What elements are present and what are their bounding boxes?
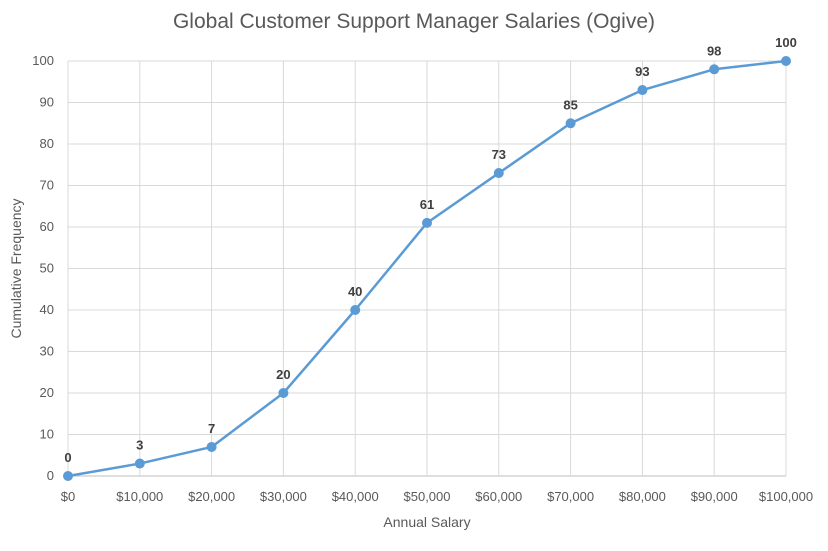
x-tick-label: $100,000 xyxy=(759,489,813,504)
y-axis-title: Cumulative Frequency xyxy=(8,198,24,338)
x-tick-label: $20,000 xyxy=(188,489,235,504)
y-tick-label: 10 xyxy=(40,427,54,442)
data-label: 7 xyxy=(208,421,215,436)
data-point xyxy=(709,64,720,75)
data-point xyxy=(206,441,217,452)
y-tick-label: 40 xyxy=(40,302,54,317)
data-label: 40 xyxy=(348,284,362,299)
data-label: 20 xyxy=(276,367,290,382)
data-point xyxy=(565,118,576,129)
data-point xyxy=(278,388,289,398)
data-point xyxy=(134,458,145,469)
data-label: 73 xyxy=(492,147,506,162)
data-label: 61 xyxy=(420,197,434,212)
y-tick-label: 80 xyxy=(40,136,54,151)
x-tick-label: $30,000 xyxy=(260,489,307,504)
data-label: 100 xyxy=(775,35,797,50)
data-point xyxy=(350,305,361,315)
data-label: 85 xyxy=(563,97,577,112)
data-label: 93 xyxy=(635,64,649,79)
data-point xyxy=(63,471,73,481)
x-tick-label: $50,000 xyxy=(404,489,451,504)
x-axis-title: Annual Salary xyxy=(383,514,470,530)
data-label: 0 xyxy=(64,450,71,465)
data-point xyxy=(781,56,791,66)
y-tick-label: 70 xyxy=(40,178,54,193)
x-tick-label: $70,000 xyxy=(547,489,594,504)
data-label: 98 xyxy=(707,43,721,58)
y-tick-label: 90 xyxy=(40,95,54,110)
x-tick-label: $10,000 xyxy=(116,489,163,504)
x-tick-label: $80,000 xyxy=(619,489,666,504)
data-point xyxy=(637,85,648,96)
x-tick-label: $90,000 xyxy=(691,489,738,504)
y-tick-label: 30 xyxy=(40,344,54,359)
data-label: 3 xyxy=(136,438,143,453)
x-tick-label: $0 xyxy=(61,489,75,504)
data-point xyxy=(422,217,432,228)
x-tick-label: $60,000 xyxy=(475,489,522,504)
y-tick-label: 100 xyxy=(32,53,54,68)
y-tick-label: 60 xyxy=(40,219,54,234)
x-tick-label: $40,000 xyxy=(332,489,379,504)
y-tick-label: 20 xyxy=(40,385,54,400)
data-point xyxy=(493,168,504,179)
y-tick-label: 50 xyxy=(40,261,54,276)
chart-title: Global Customer Support Manager Salaries… xyxy=(172,10,656,33)
y-tick-label: 0 xyxy=(47,468,54,483)
